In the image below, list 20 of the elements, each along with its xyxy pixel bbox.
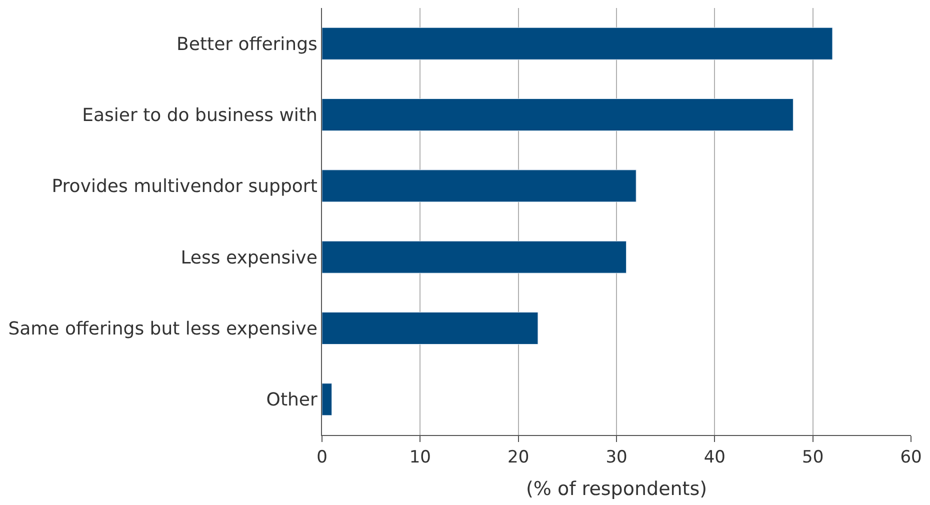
- y-tick-label: Better offerings: [176, 34, 318, 55]
- y-tick-label: Less expensive: [180, 247, 318, 268]
- bar: [322, 240, 627, 274]
- bar: [322, 312, 538, 345]
- x-tick-label: 60: [900, 447, 922, 468]
- bar: [322, 383, 332, 416]
- y-tick-label: Same offerings but less expensive: [8, 318, 318, 340]
- x-tick-label: 40: [704, 447, 726, 468]
- bar: [322, 170, 636, 202]
- y-tick-label: Provides multivendor support: [52, 176, 318, 198]
- y-tick-label: Easier to do business with: [82, 105, 318, 126]
- bar: [322, 98, 794, 132]
- x-axis-title: (% of respondents): [526, 478, 708, 500]
- x-tick-label: 0: [316, 447, 328, 468]
- bar: [322, 27, 833, 60]
- x-tick-label: 30: [606, 447, 628, 468]
- x-tick-label: 10: [409, 447, 431, 468]
- y-tick-label: Other: [266, 390, 318, 411]
- x-tick-label: 50: [802, 447, 824, 468]
- x-tick-label: 20: [508, 447, 530, 468]
